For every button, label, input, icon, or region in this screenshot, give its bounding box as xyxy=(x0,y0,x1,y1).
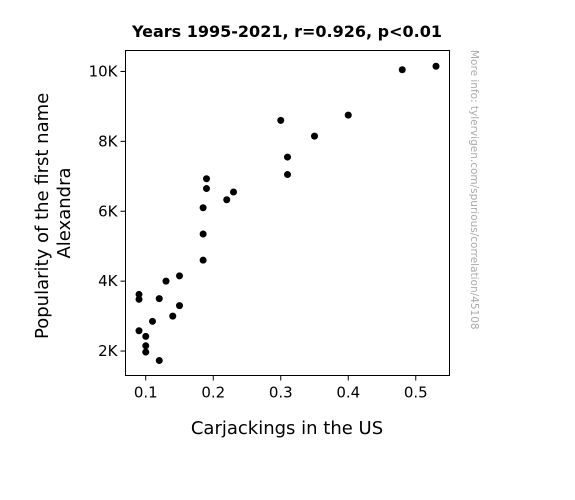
data-point xyxy=(142,348,150,356)
y-tick-label: 4K xyxy=(98,272,119,290)
data-point xyxy=(199,256,207,264)
y-tick-label: 8K xyxy=(98,132,119,150)
source-watermark: More info: tylervigen.com/spurious/corre… xyxy=(468,50,480,330)
data-points xyxy=(135,62,440,364)
data-point xyxy=(155,295,163,303)
data-point xyxy=(277,116,285,124)
x-axis-label: Carjackings in the US xyxy=(191,418,383,439)
y-tick-label: 10K xyxy=(89,62,119,80)
data-point xyxy=(162,277,170,285)
data-point xyxy=(142,342,150,350)
y-axis-label: Popularity of the first name Alexandra xyxy=(32,87,75,339)
x-axis: 0.1 0.2 0.3 0.4 0.5 xyxy=(134,375,428,402)
data-point xyxy=(149,317,156,325)
data-point xyxy=(284,171,291,179)
data-point xyxy=(199,230,207,238)
data-point xyxy=(223,196,231,204)
y-axis-label-line-2: Alexandra xyxy=(54,167,75,258)
y-axis-label-line-1: Popularity of the first name xyxy=(32,93,53,339)
data-point xyxy=(230,188,237,196)
data-point xyxy=(135,290,143,298)
y-axis: 2K 4K 6K 8K 10K xyxy=(89,62,126,360)
y-tick-label: 2K xyxy=(98,342,119,360)
plot-frame xyxy=(125,50,450,376)
data-point xyxy=(203,185,210,193)
data-point xyxy=(135,327,143,335)
chart-title: Years 1995-2021, r=0.926, p<0.01 xyxy=(131,22,442,41)
data-point xyxy=(176,272,183,280)
data-point xyxy=(199,204,207,212)
x-tick-label: 0.3 xyxy=(269,384,293,402)
data-point xyxy=(169,312,177,320)
data-point xyxy=(284,153,291,161)
data-point xyxy=(176,302,183,310)
x-tick-label: 0.1 xyxy=(134,384,158,402)
data-point xyxy=(344,111,352,119)
x-tick-label: 0.2 xyxy=(201,384,225,402)
data-point xyxy=(203,175,210,183)
data-point xyxy=(155,356,163,364)
y-tick-label: 6K xyxy=(98,202,119,220)
data-point xyxy=(398,66,406,74)
x-tick-label: 0.5 xyxy=(404,384,428,402)
data-point xyxy=(135,295,143,303)
data-point xyxy=(142,332,150,340)
data-point xyxy=(432,62,440,70)
x-tick-label: 0.4 xyxy=(336,384,360,402)
data-point xyxy=(311,132,318,140)
